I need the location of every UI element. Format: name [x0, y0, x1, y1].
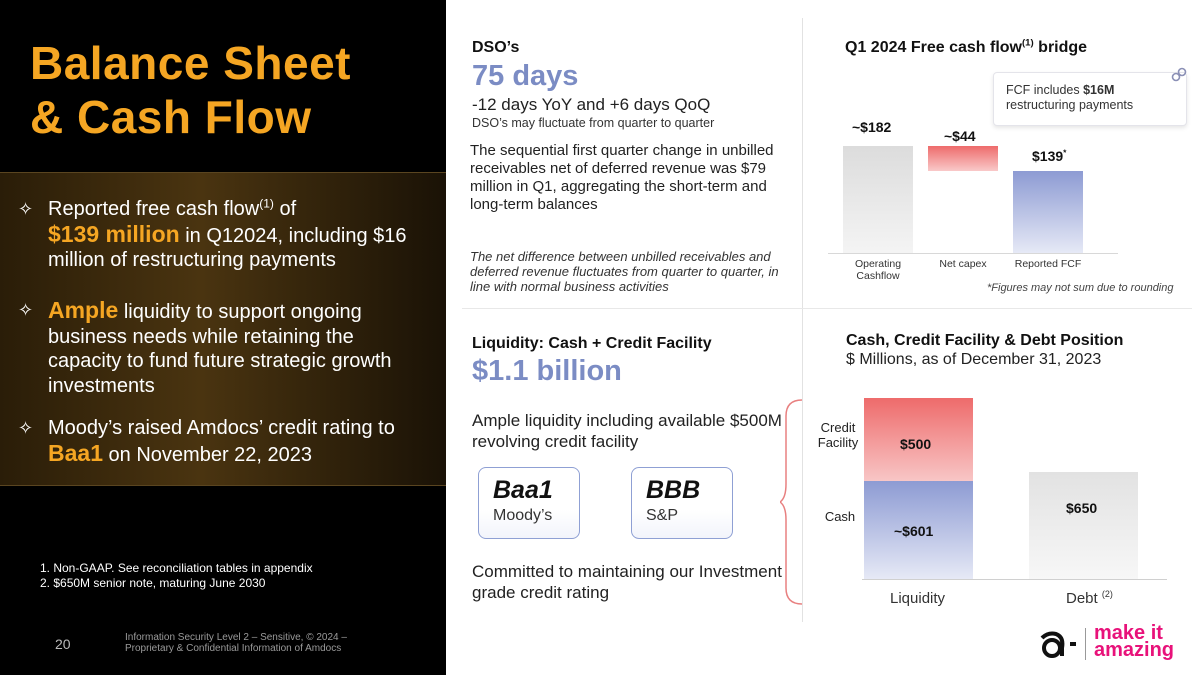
fcf-callout: FCF includes $16M restructuring payments [993, 72, 1187, 126]
logo-text: make it amazing [1094, 622, 1175, 661]
bullet-text-part: liquidity to support ongoing business ne… [48, 301, 392, 397]
side-label-cash: Cash [824, 509, 856, 524]
highlight-fcf: $139 million [48, 220, 180, 247]
dso-change: -12 days YoY and +6 days QoQ [472, 95, 711, 114]
footnotes: 1. Non-GAAP. See reconciliation tables i… [40, 561, 313, 591]
bullet-text-part: in Q12024, including $16 million of rest… [48, 224, 407, 272]
footnote-ref: (1) [259, 196, 274, 211]
dso-italic-note: The net difference between unbilled rece… [470, 249, 779, 294]
tick-label-liquidity: Liquidity [890, 590, 946, 607]
rating-agency: S&P [646, 507, 679, 524]
bullet-text-part: of [273, 198, 297, 220]
logo-divider [1085, 628, 1086, 660]
fcf-baseline [828, 253, 1118, 254]
fcf-title-end: bridge [1033, 39, 1088, 56]
vertical-divider [802, 18, 803, 622]
highlight-baa1: Baa1 [48, 439, 103, 466]
liquidity-label: Liquidity: Cash + Credit Facility [472, 335, 712, 352]
sparkle-icon: ✧ [18, 300, 34, 320]
data-label-debt: $650 [1066, 500, 1098, 516]
bullet-band [0, 172, 446, 486]
highlight-ample: Ample [48, 297, 119, 323]
bar-cash [864, 481, 973, 579]
footnote-ref: (2) [1101, 589, 1113, 599]
data-label-credit-facility: $500 [900, 436, 932, 452]
asterisk: * [1063, 147, 1067, 158]
left-panel: Balance Sheet & Cash Flow ✧ Reported fre… [0, 0, 446, 675]
rating-value: Baa1 [493, 476, 553, 504]
data-label-net-capex: ~$44 [944, 128, 976, 144]
callout-text: restructuring payments [1006, 98, 1134, 112]
commitment-text: Committed to maintaining our Investment … [472, 562, 782, 602]
dso-label: DSO’s [472, 39, 520, 56]
data-label-value: $139 [1032, 148, 1064, 164]
sparkle-icon: ✧ [18, 199, 34, 219]
dso-value: 75 days [472, 60, 579, 92]
side-label-credit-facility: Credit Facility [817, 420, 859, 450]
amdocs-logo-icon [1040, 631, 1076, 658]
bar-net-capex [928, 146, 998, 171]
liquidity-value: $1.1 billion [472, 355, 622, 387]
page-number: 20 [55, 636, 71, 652]
cash-debt-subtitle: $ Millions, as of December 31, 2023 [846, 351, 1102, 368]
link-icon[interactable] [1170, 66, 1188, 84]
logo-line-1: make it [1094, 622, 1163, 644]
bullet-text: Moody’s raised Amdocs’ credit rating to … [48, 416, 428, 467]
bar-debt [1029, 472, 1138, 579]
footer-confidentiality: Information Security Level 2 – Sensitive… [125, 632, 347, 654]
data-label-reported-fcf: $139* [1032, 148, 1066, 164]
tick-label-net-capex: Net capex [939, 258, 987, 270]
title-line-1: Balance Sheet [30, 37, 351, 89]
rating-agency: Moody’s [493, 507, 553, 524]
tick-label-debt: Debt (2) [1066, 589, 1113, 608]
fcf-chart-title: Q1 2024 Free cash flow(1) bridge [845, 37, 1088, 57]
tick-label-reported-fcf: Reported FCF [1014, 258, 1082, 270]
rating-card-sp: BBB S&P [631, 467, 733, 539]
rounding-note: *Figures may not sum due to rounding [987, 282, 1174, 294]
data-label-operating-cashflow: ~$182 [852, 119, 892, 135]
liquidity-text: Ample liquidity including available $500… [472, 411, 782, 451]
brace-icon [780, 399, 803, 605]
tick-label-operating-cashflow: Operating Cashflow [854, 258, 902, 282]
horizontal-divider [462, 308, 1192, 309]
bullet-text-part: on November 22, 2023 [102, 443, 313, 466]
sparkle-icon: ✧ [18, 418, 34, 438]
bar-reported-fcf [1013, 171, 1083, 253]
bullet-text: Reported free cash flow(1) of $139 milli… [48, 197, 428, 273]
dso-body: The sequential first quarter change in u… [470, 142, 774, 213]
bullet-text: Ample liquidity to support ongoing busin… [48, 298, 428, 398]
bar-credit-facility [864, 398, 973, 481]
bullet-liquidity: ✧ Ample liquidity to support ongoing bus… [18, 298, 428, 398]
footnote-2: 2. $650M senior note, maturing June 2030 [40, 576, 266, 590]
callout-text: FCF includes [1006, 83, 1084, 97]
bullet-fcf: ✧ Reported free cash flow(1) of $139 mil… [18, 197, 428, 273]
dso-note: DSO’s may fluctuate from quarter to quar… [472, 116, 715, 130]
footnote-ref: (1) [1021, 37, 1034, 49]
rating-value: BBB [646, 476, 701, 504]
bar-operating-cashflow [843, 146, 913, 253]
callout-bold: $16M [1083, 83, 1115, 97]
tick-label-text: Debt [1066, 590, 1098, 607]
cash-debt-baseline [862, 579, 1167, 580]
fcf-title-text: Q1 2024 Free cash flow [845, 39, 1022, 56]
title-line-2: & Cash Flow [30, 91, 312, 143]
bullet-rating: ✧ Moody’s raised Amdocs’ credit rating t… [18, 416, 428, 467]
bullet-text-part: Moody’s raised Amdocs’ credit rating to [48, 417, 395, 439]
rating-card-moodys: Baa1 Moody’s [478, 467, 580, 539]
cash-debt-title: Cash, Credit Facility & Debt Position [846, 332, 1124, 349]
footnote-1: 1. Non-GAAP. See reconciliation tables i… [40, 561, 313, 575]
data-label-cash: ~$601 [894, 523, 934, 539]
bullet-text-part: Reported free cash flow [48, 198, 260, 220]
page-title: Balance Sheet & Cash Flow [30, 36, 351, 144]
logo-line-2: amazing [1094, 639, 1175, 661]
